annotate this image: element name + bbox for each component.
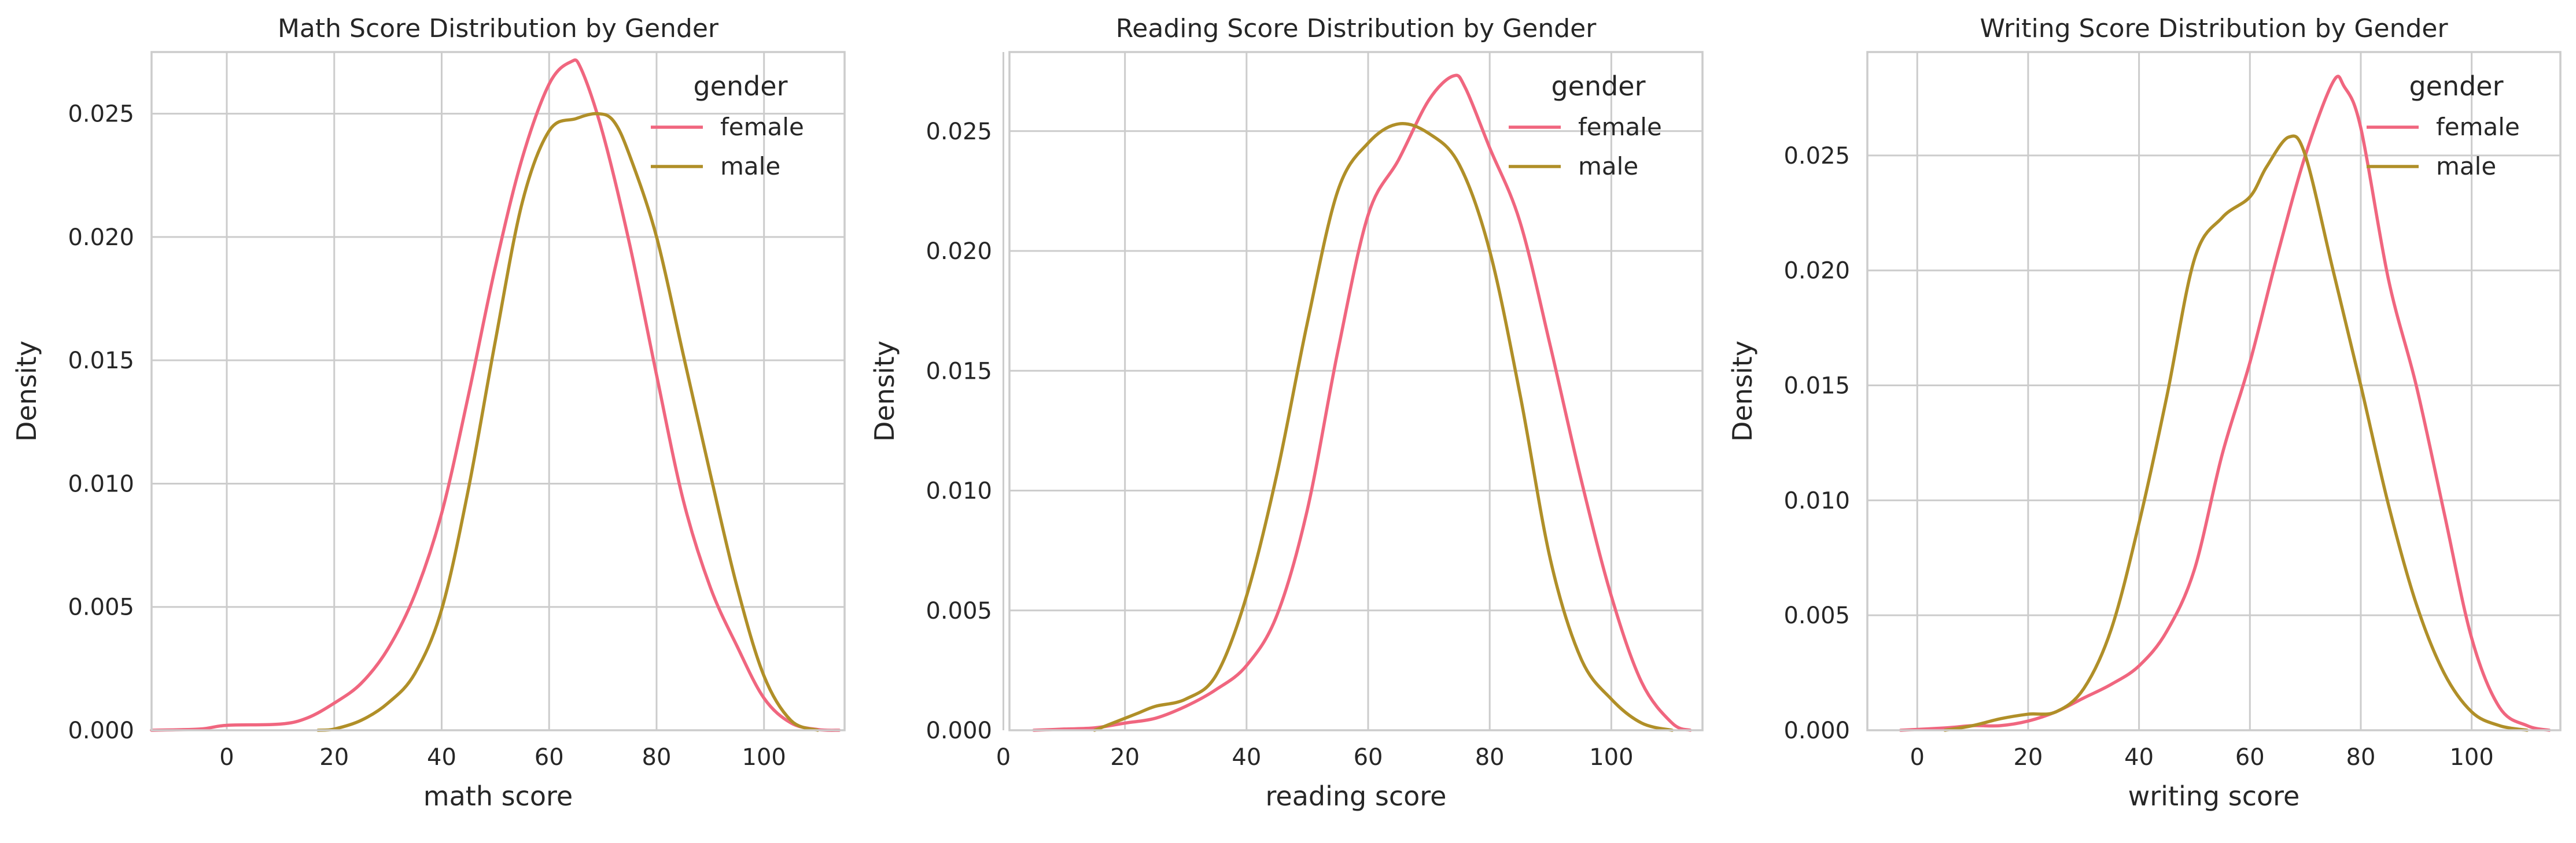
x-tick-label: 80: [2346, 744, 2376, 771]
x-tick-label: 100: [2449, 744, 2493, 771]
legend-label-male: male: [720, 152, 780, 180]
chart-title: Writing Score Distribution by Gender: [1980, 14, 2448, 43]
y-tick-label: 0.000: [68, 718, 134, 744]
y-axis-label: Density: [869, 341, 900, 442]
chart-title: Reading Score Distribution by Gender: [1116, 14, 1597, 43]
x-tick-label: 0: [219, 744, 234, 771]
y-axis-label: Density: [11, 341, 42, 442]
plot-frame: [150, 51, 846, 731]
series-line-male: [316, 112, 820, 732]
y-tick-label: 0.025: [1783, 143, 1850, 169]
y-tick-label: 0.010: [926, 478, 992, 505]
x-tick-label: 80: [642, 744, 672, 771]
legend: gender female male: [651, 71, 804, 180]
x-tick-label: 40: [1232, 744, 1261, 771]
legend-label-female: female: [720, 113, 804, 141]
y-tick-label: 0.010: [68, 471, 134, 497]
x-tick-label: 60: [1354, 744, 1383, 771]
series-line-male: [1943, 134, 2529, 732]
y-tick-label: 0.015: [68, 347, 134, 374]
plot-frame: [1008, 51, 1704, 731]
y-tick-label: 0.015: [926, 358, 992, 384]
chart-panel-3: 0 20 40 60 80 100 0.000 0.005 0.010 0.015 0.020 0.0…: [1727, 14, 2562, 812]
y-tick-label: 0.000: [1783, 718, 1850, 744]
x-axis-label: reading score: [1266, 781, 1447, 812]
legend-title: gender: [1551, 71, 1645, 102]
y-tick-label: 0.020: [1783, 258, 1850, 284]
x-tick-label: 20: [319, 744, 349, 771]
legend-label-male: male: [2436, 152, 2496, 180]
x-axis-label: math score: [423, 781, 573, 812]
y-tick-label: 0.020: [926, 238, 992, 265]
y-tick-label: 0.025: [68, 101, 134, 128]
series-line-female: [1032, 73, 1692, 732]
x-tick-label: 40: [2124, 744, 2154, 771]
plot-frame: [1866, 51, 2562, 731]
legend-label-female: female: [1578, 113, 1662, 141]
x-tick-label: 100: [742, 744, 786, 771]
legend-label-female: female: [2436, 113, 2520, 141]
series-line-female: [150, 58, 841, 732]
y-tick-label: 0.020: [68, 224, 134, 251]
chart-panel-2: 0 20 40 60 80 100 0.000 0.005 0.010 0.015 0.020 0.0…: [869, 14, 1704, 812]
x-tick-label: 40: [427, 744, 456, 771]
chart-title: Math Score Distribution by Gender: [278, 14, 719, 43]
legend-title: gender: [693, 71, 787, 102]
y-tick-label: 0.005: [1783, 602, 1850, 629]
y-axis-label: Density: [1727, 341, 1758, 442]
chart-panel-1: 0 20 40 60 80 100 0.000 0.005 0.010 0.015 0.020 0.0…: [11, 14, 846, 812]
x-tick-label: 0: [1910, 744, 1925, 771]
x-tick-label: 100: [1589, 744, 1633, 771]
x-tick-label: 0: [996, 744, 1011, 771]
y-tick-label: 0.000: [926, 718, 992, 744]
legend: gender female male: [1509, 71, 1662, 180]
y-tick-label: 0.015: [1783, 373, 1850, 400]
legend-label-male: male: [1578, 152, 1638, 180]
y-tick-label: 0.025: [926, 119, 992, 145]
x-tick-label: 20: [2013, 744, 2043, 771]
y-tick-label: 0.010: [1783, 487, 1850, 514]
x-tick-label: 60: [2235, 744, 2265, 771]
x-axis-label: writing score: [2128, 781, 2300, 812]
legend-title: gender: [2409, 71, 2503, 102]
y-tick-label: 0.005: [68, 594, 134, 621]
x-tick-label: 20: [1110, 744, 1140, 771]
y-tick-label: 0.005: [926, 598, 992, 624]
x-tick-label: 80: [1475, 744, 1505, 771]
x-tick-label: 60: [535, 744, 564, 771]
series-line-male: [1093, 122, 1674, 732]
legend: gender female male: [2367, 71, 2520, 180]
